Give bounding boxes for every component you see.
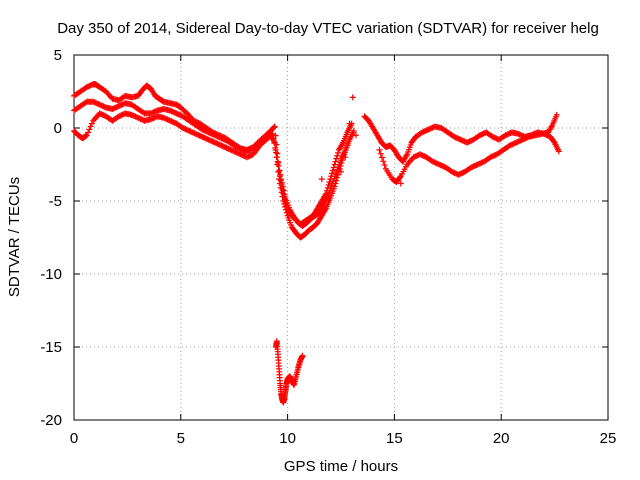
data-point: [86, 126, 93, 133]
data-point: [396, 174, 403, 181]
chart-title: Day 350 of 2014, Sidereal Day-to-day VTE…: [57, 20, 599, 37]
data-point: [318, 176, 325, 183]
y-tick-label: -15: [40, 339, 62, 356]
data-point: [335, 149, 342, 156]
data-point: [273, 154, 280, 161]
data-point: [397, 180, 404, 187]
data-point: [283, 209, 290, 216]
data-point: [87, 123, 94, 130]
data-point: [334, 174, 341, 181]
y-tick-label: -10: [40, 266, 62, 283]
data-point: [279, 193, 286, 200]
y-tick-label: -20: [40, 412, 62, 429]
x-tick-label: 25: [600, 430, 617, 447]
y-tick-labels: -20 -15 -10 -5 0 5: [40, 47, 62, 429]
data-point: [338, 168, 344, 175]
data-point: [338, 160, 345, 167]
data-point: [83, 132, 90, 139]
x-tick-label: 10: [279, 430, 296, 447]
data-point: [346, 120, 353, 127]
data-point: [342, 154, 349, 161]
data-point: [553, 111, 560, 118]
series-isolated-dropout: [272, 338, 306, 406]
data-point: [336, 165, 343, 172]
data-point: [276, 176, 283, 183]
data-point: [344, 142, 351, 149]
series-lower-track: [71, 110, 351, 241]
x-axis-label: GPS time / hours: [284, 458, 398, 475]
data-point: [333, 177, 340, 184]
data-point: [334, 152, 341, 159]
data-point: [352, 132, 359, 139]
data-point: [278, 189, 285, 196]
x-tick-label: 5: [177, 430, 185, 447]
data-point: [276, 180, 283, 187]
data-point: [329, 170, 336, 177]
data-point: [280, 198, 287, 204]
data-point: [282, 203, 289, 210]
data-point: [329, 167, 336, 174]
data-point: [299, 352, 306, 359]
y-axis-label: SDTVAR / TECUs: [6, 177, 23, 297]
data-point: [274, 161, 281, 168]
data-point: [337, 162, 344, 169]
x-tick-label: 20: [493, 430, 510, 447]
x-tick-label: 0: [70, 430, 78, 447]
data-point: [88, 120, 95, 127]
data-point: [335, 171, 342, 178]
data-point: [377, 150, 384, 157]
data-point: [381, 162, 388, 169]
x-tick-label: 15: [386, 430, 403, 447]
data-point: [333, 155, 340, 162]
data-point: [85, 129, 92, 136]
axis-ticks: [73, 54, 609, 421]
data-point: [270, 124, 277, 131]
data-point: [272, 146, 279, 153]
data-point: [275, 168, 282, 175]
data-point: [325, 181, 332, 188]
data-point: [379, 154, 386, 161]
data-point: [277, 184, 284, 191]
plot-frame: [73, 54, 609, 421]
data-points: [71, 81, 562, 406]
data-point: [331, 183, 338, 190]
series-late-lower-track: [376, 111, 560, 186]
data-point: [339, 157, 346, 164]
data-point: [349, 94, 356, 101]
series-upper-track: [71, 81, 355, 228]
y-tick-label: 0: [54, 120, 62, 137]
data-point: [332, 158, 339, 165]
data-point: [391, 177, 398, 184]
grid: [74, 55, 608, 420]
data-point: [271, 139, 278, 146]
y-tick-label: 5: [54, 47, 62, 64]
data-point: [555, 148, 562, 155]
data-point: [350, 127, 357, 134]
x-tick-labels: 0 5 10 15 20 25: [70, 430, 617, 447]
data-point: [281, 200, 288, 207]
y-tick-label: -5: [49, 193, 62, 210]
data-point: [332, 180, 339, 187]
data-point: [380, 158, 387, 165]
data-point: [271, 123, 278, 130]
data-point: [282, 206, 289, 213]
series-late-tracks: [361, 113, 562, 165]
data-point: [275, 162, 282, 169]
data-point: [276, 167, 283, 174]
series-scattered-points: [318, 94, 404, 187]
data-point: [376, 146, 383, 153]
